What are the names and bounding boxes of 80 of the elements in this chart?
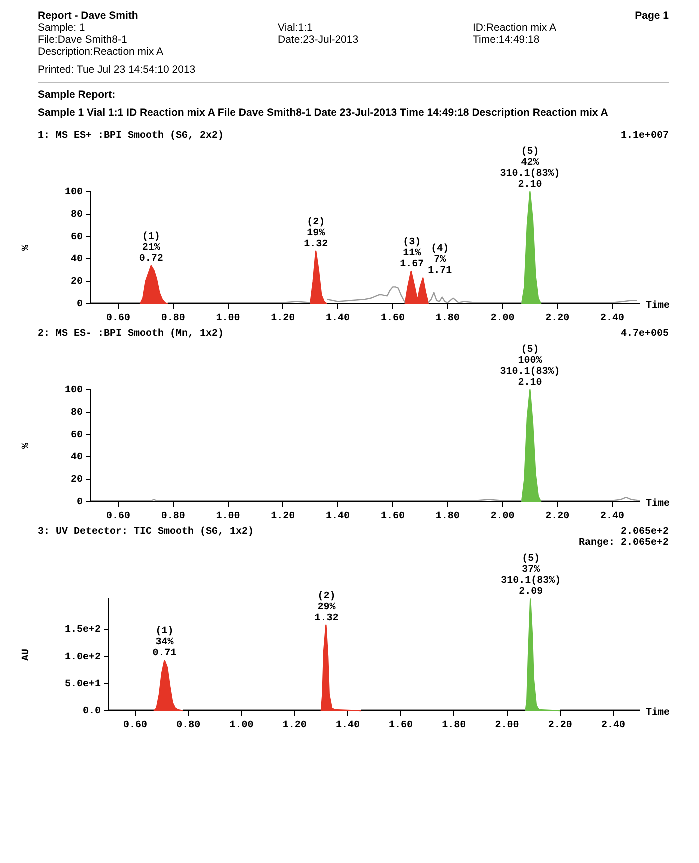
x-tick-label: 1.80 bbox=[436, 314, 460, 325]
y-axis-title: % bbox=[22, 244, 33, 252]
x-tick-label: 1.40 bbox=[326, 512, 350, 523]
text: Date:23-Jul-2013 bbox=[278, 34, 360, 46]
text: Sample: 1 bbox=[38, 22, 86, 34]
text: Description:Reaction mix A bbox=[38, 46, 164, 58]
annotation: (5) 42% 310.1(83%) 2.10 bbox=[500, 146, 560, 191]
y-tick-label: 100 bbox=[64, 386, 84, 397]
x-axis-title: Time bbox=[646, 498, 670, 510]
text: 4.7e+005 bbox=[620, 329, 669, 340]
x-tick-label: 2.40 bbox=[601, 720, 626, 732]
text: Report - Dave Smith bbox=[38, 10, 138, 22]
y-tick-label: 1.0e+2 bbox=[64, 652, 102, 664]
annotation: (3) 11% 1.67 bbox=[400, 236, 424, 271]
text: Vial:1:1 bbox=[278, 22, 314, 34]
annotation: (4) 7% 1.71 bbox=[428, 243, 452, 278]
x-tick-label: 2.20 bbox=[546, 314, 570, 325]
y-tick-label: 60 bbox=[70, 232, 84, 244]
y-tick-label: 5.0e+1 bbox=[64, 679, 102, 690]
x-tick-label: 2.00 bbox=[490, 512, 515, 523]
x-tick-label: 2.00 bbox=[490, 314, 515, 325]
chart-title: 1: MS ES+ :BPI Smooth (SG, 2x2) bbox=[38, 131, 224, 142]
x-tick-label: 2.00 bbox=[495, 720, 520, 732]
x-tick-label: 1.00 bbox=[216, 314, 240, 325]
x-tick-label: 0.60 bbox=[124, 720, 148, 732]
text: Printed: Tue Jul 23 14:54:10 2013 bbox=[38, 64, 197, 76]
x-tick-label: 1.80 bbox=[436, 512, 460, 523]
x-tick-label: 0.60 bbox=[106, 512, 130, 523]
y-tick-label: 0 bbox=[76, 498, 84, 509]
text: Sample 1 Vial 1:1 ID Reaction mix A File Dave Smith8-1 Date 23-Jul-2013 Time 14:49:18 Description Reaction mix A bbox=[38, 107, 610, 119]
annotation: (5) 37% 310.1(83%) 2.09 bbox=[501, 553, 562, 598]
y-tick-label: 80 bbox=[70, 408, 84, 419]
x-tick-label: 1.80 bbox=[442, 720, 466, 732]
annotation: (2) 29% 1.32 bbox=[314, 590, 339, 624]
text: Sample Report: bbox=[38, 89, 117, 101]
x-tick-label: 1.40 bbox=[326, 314, 350, 325]
annotation: (1) 21% 0.72 bbox=[139, 230, 164, 265]
y-tick-label: 0.0 bbox=[82, 706, 102, 718]
x-tick-label: 1.60 bbox=[389, 720, 414, 732]
y-tick-label: 20 bbox=[70, 277, 84, 288]
x-tick-label: 0.80 bbox=[176, 720, 201, 732]
y-axis-title: AU bbox=[22, 648, 33, 662]
annotation: (5) 100% 310.1(83%) 2.10 bbox=[500, 344, 560, 389]
x-tick-label: 1.20 bbox=[271, 512, 296, 523]
text: Range: 2.065e+2 bbox=[578, 538, 669, 549]
y-tick-label: 20 bbox=[70, 475, 84, 486]
text: Time:14:49:18 bbox=[473, 34, 541, 46]
x-tick-label: 1.60 bbox=[380, 314, 405, 325]
text: 1.1e+007 bbox=[620, 131, 669, 142]
text: Page 1 bbox=[635, 10, 669, 22]
y-tick-label: 40 bbox=[70, 452, 84, 464]
x-tick-label: 2.40 bbox=[600, 512, 625, 523]
chart-title: 2: MS ES- :BPI Smooth (Mn, 1x2) bbox=[38, 329, 224, 340]
x-tick-label: 1.20 bbox=[271, 314, 296, 325]
x-tick-label: 1.60 bbox=[380, 512, 405, 523]
y-tick-label: 0 bbox=[76, 300, 84, 311]
x-tick-label: 0.80 bbox=[161, 512, 186, 523]
text: ID:Reaction mix A bbox=[473, 22, 558, 34]
x-tick-label: 2.20 bbox=[548, 720, 572, 732]
y-tick-label: 100 bbox=[64, 188, 84, 199]
x-tick-label: 1.40 bbox=[336, 720, 360, 732]
annotation: (1) 34% 0.71 bbox=[152, 626, 177, 660]
annotation: (2) 19% 1.32 bbox=[304, 216, 328, 250]
x-tick-label: 1.20 bbox=[282, 720, 307, 732]
x-axis-title: Time bbox=[646, 707, 670, 719]
x-tick-label: 1.00 bbox=[230, 720, 254, 732]
chart-title: 3: UV Detector: TIC Smooth (SG, 1x2) bbox=[38, 527, 254, 540]
text: 2.065e+2 bbox=[620, 527, 669, 538]
x-tick-label: 2.40 bbox=[600, 314, 625, 325]
y-tick-label: 40 bbox=[70, 254, 84, 266]
x-tick-label: 2.20 bbox=[546, 512, 570, 523]
x-tick-label: 0.60 bbox=[106, 314, 130, 325]
y-tick-label: 80 bbox=[70, 210, 84, 221]
y-axis-title: % bbox=[22, 442, 33, 450]
text: File:Dave Smith8-1 bbox=[38, 34, 128, 46]
x-tick-label: 1.00 bbox=[216, 512, 240, 523]
y-tick-label: 1.5e+2 bbox=[64, 625, 102, 636]
y-tick-label: 60 bbox=[70, 430, 84, 442]
x-tick-label: 0.80 bbox=[161, 314, 186, 325]
x-axis-title: Time bbox=[646, 300, 670, 312]
